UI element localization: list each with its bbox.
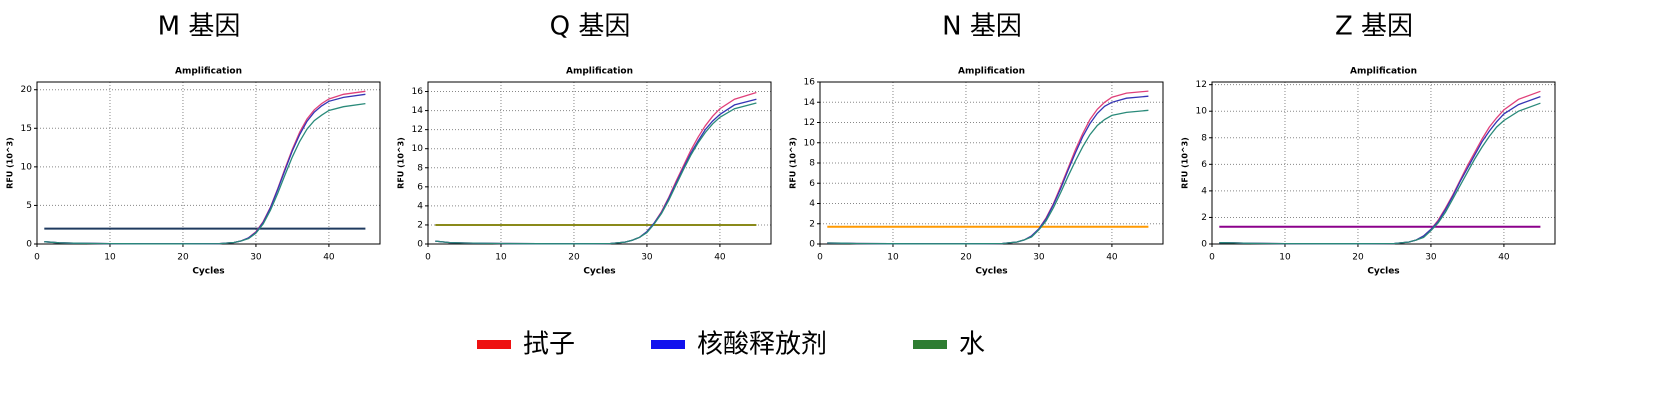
y-tick-label: 4 (417, 201, 423, 211)
y-tick-label: 0 (417, 240, 423, 250)
y-tick-label: 14 (412, 106, 424, 116)
y-axis-label: RFU (10^3) (6, 137, 15, 189)
y-tick-label: 20 (21, 85, 33, 95)
x-tick-label: 10 (1279, 253, 1291, 263)
x-tick-label: 0 (1209, 253, 1215, 263)
y-tick-label: 6 (1201, 160, 1207, 170)
y-tick-label: 2 (809, 219, 815, 229)
x-tick-label: 0 (817, 253, 823, 263)
plot-title: Amplification (175, 67, 242, 77)
y-axis-label: RFU (10^3) (397, 137, 406, 189)
legend-label: 拭子 (523, 330, 575, 360)
legend-swatch (477, 340, 511, 349)
amplification-curve (435, 91, 757, 245)
x-tick-label: 20 (568, 253, 580, 263)
x-tick-label: 10 (887, 253, 899, 263)
chart-title: M 基因 (158, 12, 241, 42)
amplification-curve (1219, 95, 1541, 245)
x-tick-label: 20 (177, 253, 189, 263)
amplification-curve (44, 102, 366, 245)
y-tick-label: 16 (412, 87, 424, 97)
amplification-curve (435, 102, 757, 245)
plot-title: Amplification (566, 67, 633, 77)
x-tick-label: 10 (495, 253, 507, 263)
x-axis-label: Cycles (583, 267, 615, 277)
chart-title: Z 基因 (1335, 12, 1413, 42)
y-tick-label: 8 (1201, 133, 1207, 143)
plot-title: Amplification (1350, 67, 1417, 77)
y-tick-label: 4 (809, 199, 815, 209)
x-tick-label: 30 (641, 253, 653, 263)
y-tick-label: 16 (804, 78, 816, 88)
x-tick-label: 40 (714, 253, 726, 263)
y-tick-label: 5 (26, 201, 32, 211)
y-tick-label: 0 (809, 240, 815, 250)
legend-label: 水 (959, 330, 985, 360)
x-axis-label: Cycles (1367, 267, 1399, 277)
x-tick-label: 40 (323, 253, 335, 263)
y-axis-label: RFU (10^3) (1181, 137, 1190, 189)
y-tick-label: 6 (417, 182, 423, 192)
x-tick-label: 20 (1352, 253, 1364, 263)
y-tick-label: 12 (1196, 80, 1207, 90)
x-tick-label: 10 (104, 253, 116, 263)
y-tick-label: 10 (804, 138, 816, 148)
y-tick-label: 6 (809, 179, 815, 189)
y-tick-label: 4 (1201, 186, 1207, 196)
x-axis-label: Cycles (192, 267, 224, 277)
x-axis-label: Cycles (975, 267, 1007, 277)
amplification-curve (435, 98, 757, 245)
y-tick-label: 0 (26, 240, 32, 250)
y-tick-label: 2 (1201, 213, 1207, 223)
x-tick-label: 30 (1425, 253, 1437, 263)
x-tick-label: 0 (34, 253, 40, 263)
x-tick-label: 0 (425, 253, 431, 263)
amplification-curve (827, 90, 1149, 245)
amplification-curve (1219, 102, 1541, 245)
amplification-curve (1219, 90, 1541, 245)
y-tick-label: 0 (1201, 240, 1207, 250)
y-tick-label: 8 (417, 163, 423, 173)
legend-swatch (913, 340, 947, 349)
y-tick-label: 15 (21, 124, 32, 134)
legend-swatch (651, 340, 685, 349)
amplification-curve (44, 93, 366, 245)
x-tick-label: 30 (250, 253, 262, 263)
amplification-curve (827, 95, 1149, 245)
amplification-curve (827, 109, 1149, 245)
y-tick-label: 8 (809, 159, 815, 169)
chart-title: Q 基因 (550, 12, 631, 42)
y-tick-label: 12 (804, 118, 815, 128)
y-tick-label: 10 (1196, 107, 1208, 117)
amplification-curve (44, 90, 366, 245)
y-tick-label: 12 (412, 125, 423, 135)
x-tick-label: 40 (1498, 253, 1510, 263)
x-tick-label: 40 (1106, 253, 1118, 263)
y-tick-label: 14 (804, 98, 816, 108)
x-tick-label: 30 (1033, 253, 1045, 263)
legend-label: 核酸释放剂 (697, 330, 827, 360)
y-axis-label: RFU (10^3) (789, 137, 798, 189)
x-tick-label: 20 (960, 253, 972, 263)
plot-title: Amplification (958, 67, 1025, 77)
y-tick-label: 10 (21, 162, 33, 172)
y-tick-label: 2 (417, 220, 423, 230)
chart-title: N 基因 (942, 12, 1022, 42)
y-tick-label: 10 (412, 144, 424, 154)
